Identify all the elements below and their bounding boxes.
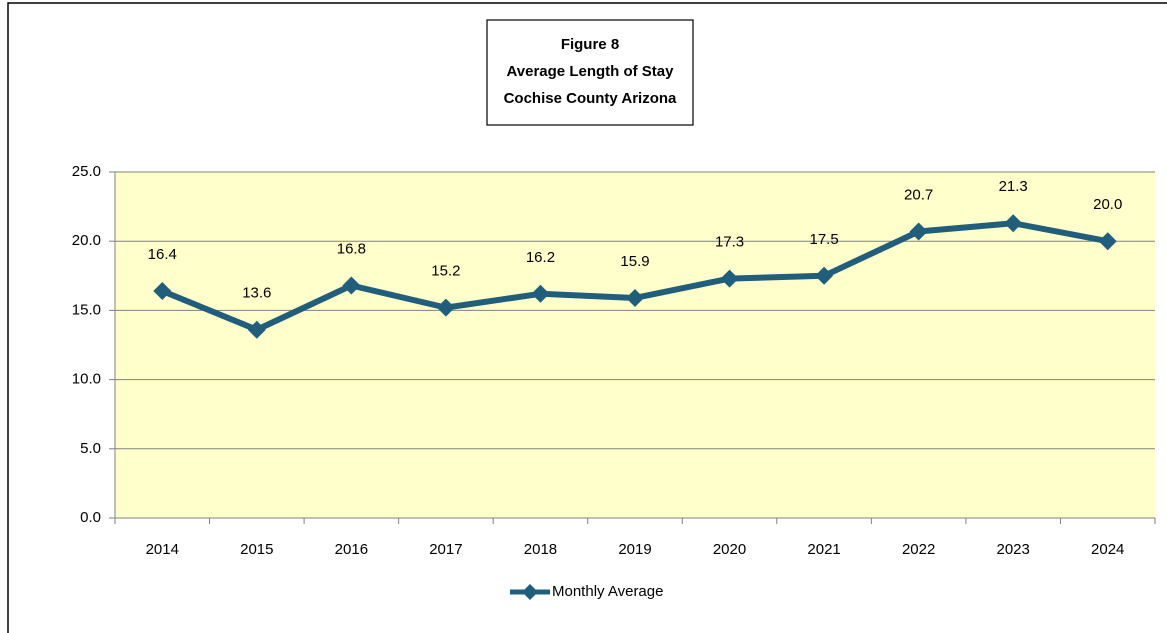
data-label: 17.3 [715, 234, 744, 251]
x-tick-label: 2016 [335, 541, 368, 558]
x-tick-label: 2024 [1091, 541, 1124, 558]
plot-area [115, 172, 1155, 518]
data-label: 15.9 [620, 253, 649, 270]
data-label: 17.5 [809, 231, 838, 248]
x-tick-label: 2018 [524, 541, 557, 558]
y-tick-label: 5.0 [80, 440, 101, 457]
x-tick-label: 2017 [429, 541, 462, 558]
y-tick-label: 10.0 [72, 371, 101, 388]
x-tick-label: 2022 [902, 541, 935, 558]
data-point [909, 222, 928, 241]
y-tick-label: 20.0 [72, 232, 101, 249]
data-point [720, 269, 739, 288]
data-label: 16.2 [526, 249, 555, 266]
chart-title: Cochise County Arizona [504, 90, 677, 107]
data-label: 16.8 [337, 240, 366, 257]
data-label: 21.3 [999, 178, 1028, 195]
chart-title: Figure 8 [561, 36, 619, 53]
x-tick-label: 2019 [618, 541, 651, 558]
data-point [153, 282, 172, 301]
data-label: 13.6 [242, 285, 271, 302]
y-tick-label: 25.0 [72, 163, 101, 180]
legend-label: Monthly Average [552, 583, 663, 600]
data-point [531, 284, 550, 303]
data-point [247, 320, 266, 339]
data-label: 15.2 [431, 263, 460, 280]
data-label: 16.4 [148, 246, 177, 263]
data-label: 20.7 [904, 186, 933, 203]
x-tick-label: 2020 [713, 541, 746, 558]
title-box [486, 19, 694, 126]
data-point [815, 266, 834, 285]
data-point [626, 288, 644, 307]
y-tick-label: 15.0 [72, 301, 101, 318]
data-point [1098, 232, 1117, 251]
legend-marker [522, 584, 538, 600]
data-point [1004, 214, 1023, 233]
x-tick-label: 2023 [996, 541, 1029, 558]
y-tick-label: 0.0 [80, 509, 101, 526]
x-tick-label: 2021 [807, 541, 840, 558]
x-tick-label: 2015 [240, 541, 273, 558]
data-point [342, 276, 361, 295]
x-tick-label: 2014 [146, 541, 179, 558]
data-label: 20.0 [1093, 196, 1122, 213]
data-point [436, 298, 455, 317]
chart-title: Average Length of Stay [507, 63, 675, 80]
